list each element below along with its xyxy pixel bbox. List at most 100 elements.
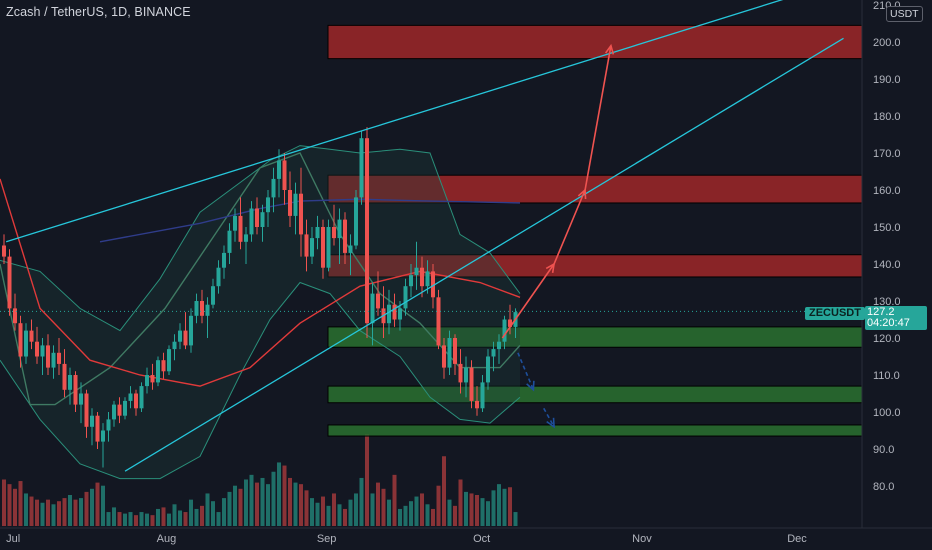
candle-body <box>409 275 413 287</box>
candle-body <box>95 415 100 442</box>
candle-body <box>447 338 452 368</box>
price-axis[interactable]: 210.0200.0190.0180.0170.0160.0150.0140.0… <box>861 0 932 550</box>
candle-body <box>348 245 353 253</box>
volume-bar <box>332 493 336 526</box>
volume-bar <box>150 515 155 526</box>
bollinger-lower <box>0 281 521 480</box>
candle-body <box>238 215 243 242</box>
volume-bars <box>2 434 518 526</box>
candle-body <box>260 212 265 227</box>
currency-unit-button[interactable]: USDT <box>886 6 923 22</box>
volume-bar <box>508 487 512 526</box>
candle-body <box>46 345 50 368</box>
arrow-down <box>543 407 555 428</box>
volume-bar <box>409 501 413 526</box>
candle-body <box>205 304 210 316</box>
volume-bar <box>7 484 12 526</box>
candle-body <box>359 138 364 198</box>
volume-bar <box>310 498 314 526</box>
candle-body <box>244 234 248 242</box>
volume-bar <box>249 474 254 526</box>
volume-bar <box>29 496 34 526</box>
volume-bar <box>469 493 474 526</box>
price-tick-label: 150.0 <box>873 222 901 234</box>
volume-bar <box>436 485 441 526</box>
price-tick-label: 90.0 <box>873 444 894 456</box>
volume-bar <box>288 477 292 526</box>
volume-bar <box>475 495 479 526</box>
candle-body <box>392 304 397 320</box>
candle-body <box>310 238 314 257</box>
candle-body <box>271 178 276 198</box>
candle-body <box>216 267 221 287</box>
price-tick-label: 200.0 <box>873 37 901 49</box>
arrow-up <box>553 189 586 265</box>
volume-bar <box>79 498 83 526</box>
price-tick-label: 80.0 <box>873 481 894 493</box>
candle-body <box>436 297 441 346</box>
candle-body <box>464 367 468 383</box>
candle-body <box>84 393 89 427</box>
candle-body <box>304 234 309 257</box>
candle-body <box>145 375 149 387</box>
trendlines <box>5 0 844 472</box>
arrow-up <box>501 263 555 339</box>
volume-bar <box>117 512 122 526</box>
volume-bar <box>398 508 402 526</box>
candle-body <box>277 160 281 179</box>
volume-bar <box>513 512 518 526</box>
candle-body <box>321 227 325 268</box>
symbol-title[interactable]: Zcash / TetherUS, 1D, BINANCE <box>6 5 191 19</box>
volume-bar <box>464 491 468 526</box>
volume-bar <box>359 477 364 526</box>
candle-body <box>178 330 182 342</box>
volume-bar <box>299 484 303 526</box>
candle-body <box>106 419 111 431</box>
volume-bar <box>337 504 342 526</box>
volume-bar <box>68 495 72 526</box>
candle-body <box>211 286 215 305</box>
candle-body <box>354 197 358 246</box>
volume-bar <box>282 465 287 526</box>
time-tick-label: Oct <box>473 533 490 545</box>
candle-body <box>200 301 204 316</box>
candle-body <box>161 360 166 372</box>
price-tick-label: 140.0 <box>873 259 901 271</box>
volume-bar <box>370 493 375 526</box>
symbol-price-label: ZECUSDT <box>805 307 865 320</box>
volume-bar <box>62 498 67 526</box>
candle-body <box>282 160 287 190</box>
candle-body <box>35 341 39 357</box>
moving-average-line <box>0 178 521 387</box>
volume-bar <box>277 462 281 526</box>
candle-body <box>458 363 463 383</box>
volume-bar <box>46 499 50 526</box>
volume-bar <box>95 482 100 526</box>
volume-bar <box>381 488 386 526</box>
candle-body <box>469 367 474 401</box>
volume-bar <box>480 498 485 526</box>
candle-body <box>299 193 303 235</box>
candle-body <box>167 349 171 372</box>
volume-bar <box>35 499 39 526</box>
volume-bar <box>260 477 265 526</box>
volume-bar <box>458 479 463 526</box>
volume-bar <box>84 491 89 526</box>
price-tick-label: 110.0 <box>873 370 900 382</box>
volume-bar <box>343 508 347 526</box>
resistance-zone <box>327 24 863 60</box>
volume-bar <box>255 482 259 526</box>
candle-body <box>189 315 193 346</box>
candle-body <box>68 375 72 390</box>
volume-bar <box>414 496 419 526</box>
candle-body <box>326 227 331 268</box>
time-axis[interactable]: Jul Aug Sep Oct Nov Dec <box>0 527 932 550</box>
price-tick-label: 170.0 <box>873 148 901 160</box>
price-axis-background <box>862 0 932 550</box>
candle-body <box>497 341 501 350</box>
candle-body <box>480 382 485 409</box>
volume-bar <box>376 482 380 526</box>
time-tick-label: Sep <box>317 533 337 545</box>
volume-bar <box>13 488 17 526</box>
